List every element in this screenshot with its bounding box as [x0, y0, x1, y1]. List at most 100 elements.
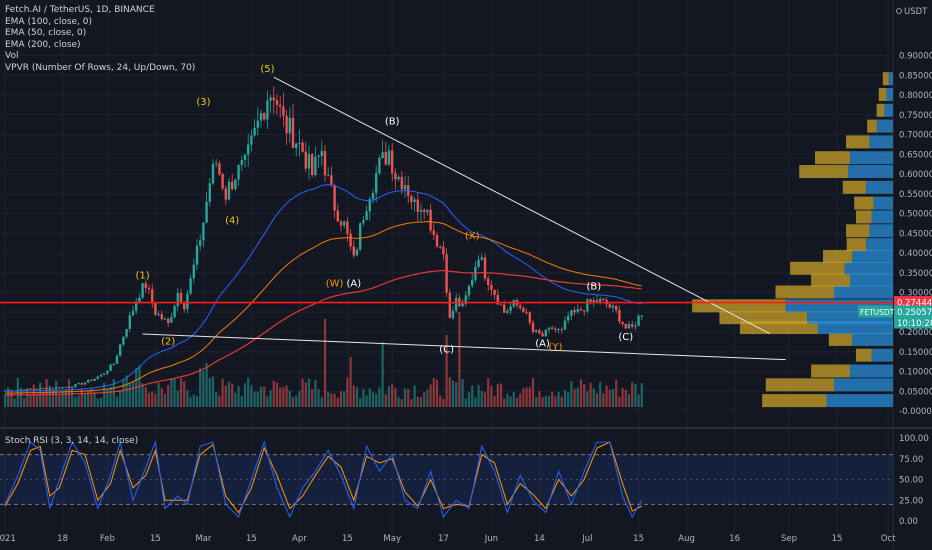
candle-body — [266, 100, 269, 120]
candle-body — [429, 209, 432, 231]
volume-bar — [538, 391, 541, 407]
candle-body — [640, 315, 643, 317]
vp-row-up — [847, 165, 893, 179]
volume-bar — [199, 368, 202, 407]
volume-bar — [147, 392, 151, 407]
candle-body — [48, 388, 51, 390]
candle-body — [624, 323, 627, 329]
symbol-badge-text: FETUSDT — [860, 308, 895, 317]
candle-body — [163, 318, 167, 320]
volume-bar — [272, 380, 275, 407]
volume-bar — [87, 390, 90, 407]
candle-body — [471, 279, 474, 286]
candle-body — [618, 310, 621, 322]
volume-bar — [211, 376, 215, 407]
volume-bar — [317, 389, 320, 407]
volume-bar — [493, 395, 496, 407]
volume-bar — [410, 398, 413, 407]
candle-body — [323, 151, 327, 176]
countdown-text: 10:10:28 — [897, 319, 932, 329]
vp-row-down — [855, 210, 872, 224]
indicator-ema50[interactable]: EMA (50, close, 0) — [5, 28, 87, 38]
time-tick-label: Aug — [678, 534, 695, 544]
volume-bar — [423, 392, 426, 407]
candle-body — [637, 315, 640, 326]
candle-body — [314, 156, 317, 176]
price-tick-label: 0.90000 — [899, 52, 932, 62]
time-tick-label: 15 — [633, 534, 644, 544]
candle-body — [45, 388, 48, 390]
wave-label: (4) — [225, 215, 239, 226]
wave-label: (3) — [196, 97, 210, 108]
volume-bar — [496, 384, 499, 407]
volume-bar — [551, 391, 554, 407]
vp-row-down — [878, 88, 887, 101]
vp-row-up — [844, 261, 893, 275]
volume-bar — [624, 389, 627, 407]
vp-row-down — [828, 332, 853, 346]
stoch-tick-label: 0.00 — [899, 517, 918, 527]
candle-body — [186, 293, 189, 310]
volume-bar — [256, 391, 259, 407]
volume-bar — [237, 386, 240, 407]
time-tick-label: Sep — [781, 534, 797, 544]
candle-body — [423, 209, 426, 213]
candle-body — [99, 374, 103, 377]
volume-bar — [355, 387, 359, 407]
indicator-ema200[interactable]: EMA (200, close) — [5, 39, 81, 50]
volume-bar — [445, 335, 448, 407]
volume-bar — [253, 391, 256, 407]
volume-bar — [240, 396, 243, 407]
candle-body — [295, 143, 298, 149]
volume-bar — [442, 398, 445, 407]
volume-bar — [522, 388, 525, 407]
volume-bar — [403, 388, 407, 407]
candle-body — [509, 306, 512, 311]
volume-bar — [279, 387, 282, 407]
candle-body — [119, 344, 122, 356]
indicator-volume[interactable]: Vol — [5, 51, 19, 61]
vp-row-down — [882, 72, 889, 86]
candle-body — [595, 300, 599, 302]
volume-bar — [506, 393, 509, 407]
volume-bar — [416, 396, 419, 407]
volume-bar — [74, 397, 77, 407]
volume-bar — [503, 398, 506, 407]
candle-body — [403, 185, 407, 190]
candle-body — [455, 297, 458, 311]
volume-bar — [77, 395, 80, 407]
volume-bar — [371, 392, 375, 407]
candle-body — [442, 246, 445, 255]
volume-bar — [535, 397, 538, 407]
volume-bar — [519, 393, 522, 407]
volume-bar — [394, 388, 397, 407]
candle-body — [611, 305, 615, 308]
stoch-rsi-label[interactable]: Stoch RSI (3, 3, 14, 14, close) — [5, 436, 139, 446]
price-tick-label: 0.10000 — [899, 368, 932, 378]
candle-body — [461, 303, 464, 307]
vp-row-up — [886, 88, 893, 101]
candle-body — [211, 163, 215, 184]
time-tick-label: 15 — [342, 534, 353, 544]
indicator-vpvr[interactable]: VPVR (Number Of Rows, 24, Up/Down, 70) — [5, 62, 196, 73]
volume-bar — [512, 391, 515, 407]
volume-bar — [413, 385, 416, 407]
wave-label: (W) — [326, 279, 344, 290]
vp-row-down — [765, 378, 835, 392]
time-tick-label: Jun — [484, 534, 498, 544]
volume-bar — [298, 390, 301, 407]
volume-bar — [45, 379, 48, 407]
time-tick-label: 18 — [57, 534, 68, 544]
candle-body — [157, 314, 160, 316]
candle-body — [10, 390, 13, 392]
volume-bar — [291, 397, 295, 407]
candle-body — [218, 163, 221, 175]
candle-body — [96, 376, 99, 379]
time-tick-label: 15 — [246, 534, 257, 544]
candle-body — [445, 254, 448, 293]
wave-label: (C) — [439, 345, 454, 356]
candle-body — [592, 300, 595, 303]
wave-label: (C) — [618, 332, 633, 343]
indicator-ema100[interactable]: EMA (100, close, 0) — [5, 16, 93, 27]
candle-body — [576, 308, 579, 313]
